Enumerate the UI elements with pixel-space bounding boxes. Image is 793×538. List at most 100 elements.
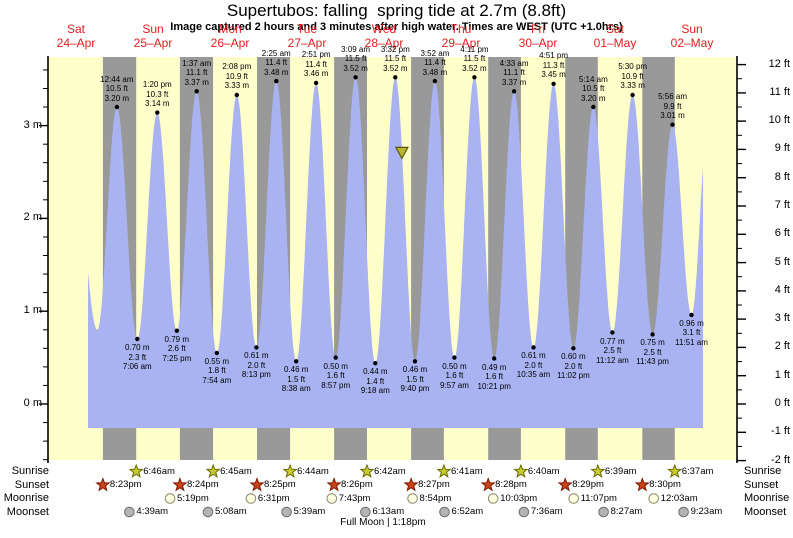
tide-annotation-high: 5:30 pm 10.9 ft 3.33 m	[618, 62, 648, 91]
sunset-time: 8:26pm	[341, 479, 373, 490]
row-label-sunrise-left: Sunrise	[11, 465, 49, 477]
tide-annotation-high: 5:56 am 9.9 ft 3.01 m	[658, 92, 687, 121]
moonset-time: 7:36am	[530, 506, 563, 517]
day-label: Thu 29–Apr	[441, 22, 481, 50]
tide-extreme-dot	[333, 355, 338, 360]
tide-annotation-high: 1:37 am 11.1 ft 3.37 m	[182, 58, 212, 87]
tide-annotation-high: 4:51 pm 11.3 ft 3.45 m	[539, 51, 568, 80]
tide-annotation-high: 3:32 pm 11.5 ft 3.52 m	[380, 44, 410, 73]
y-axis-label-right: 3 ft	[774, 312, 790, 325]
sunrise-time: 6:37am	[681, 465, 714, 477]
tide-annotation-high: 5:14 am 10.5 ft 3.20 m	[578, 74, 608, 103]
sunset-icon	[480, 477, 496, 492]
y-axis-label-right: 8 ft	[774, 170, 790, 183]
day-label: Sun 25–Apr	[133, 22, 173, 50]
sunrise-icon	[359, 463, 375, 478]
tide-extreme-dot	[294, 359, 299, 364]
moonrise-icon	[245, 493, 257, 504]
y-axis-label-right: -2 ft	[771, 453, 790, 466]
tide-extreme-dot	[452, 355, 457, 360]
tide-annotation-low: 0.55 m 1.8 ft 7:54 am	[202, 356, 232, 385]
tide-annotation-low: 0.77 m 2.5 ft 11:12 am	[596, 336, 629, 365]
moonset-icon	[360, 506, 371, 518]
y-axis-label-right: 6 ft	[774, 227, 790, 240]
moonrise-icon	[164, 493, 176, 504]
moonrise-time: 6:31pm	[257, 492, 290, 504]
sunrise-icon	[205, 463, 221, 478]
day-label: Sat 24–Apr	[56, 22, 96, 50]
tide-extreme-dot	[194, 89, 199, 94]
tide-extreme-dot	[630, 92, 635, 98]
tide-annotation-low: 0.49 m 1.6 ft 10:21 pm	[477, 362, 511, 391]
day-label: Tue 27–Apr	[287, 22, 327, 50]
moonset-time: 6:52am	[451, 506, 484, 517]
y-axis-label-left: 3 m	[23, 118, 42, 131]
y-axis-label-right: 0 ft	[774, 397, 790, 409]
sunrise-icon	[436, 463, 452, 478]
chart-subtitle: Image captured 2 hours and 3 minutes aft…	[170, 21, 623, 33]
tide-annotation-low: 0.46 m 1.5 ft 8:38 am	[281, 365, 311, 394]
tide-extreme-dot	[373, 361, 378, 366]
sunrise-icon	[667, 463, 683, 478]
day-label: Sat 01–May	[593, 22, 637, 50]
sunset-icon	[172, 477, 188, 492]
sunset-icon	[403, 477, 419, 492]
row-label-sunset-left: Sunset	[14, 478, 49, 491]
sunset-icon	[326, 477, 342, 492]
tide-extreme-dot	[511, 89, 517, 94]
moonset-icon	[598, 506, 609, 518]
sunrise-time: 6:39am	[604, 465, 637, 477]
tide-extreme-dot	[313, 80, 319, 86]
day-label: Wed 28–Apr	[364, 22, 404, 50]
moonrise-time: 8:54pm	[419, 492, 452, 504]
tide-extreme-dot	[689, 312, 694, 318]
moonset-icon	[124, 506, 135, 518]
sunset-icon	[634, 477, 650, 492]
tide-extreme-dot	[571, 346, 576, 351]
sunrise-time: 6:45am	[220, 465, 252, 477]
row-label-moonrise-right: Moonrise	[744, 492, 790, 504]
moonset-time: 8:27am	[610, 506, 643, 517]
tide-extreme-dot	[551, 81, 556, 87]
tide-extreme-dot	[412, 359, 418, 364]
tide-extreme-dot	[591, 104, 596, 110]
moonrise-time: 5:19pm	[177, 492, 209, 504]
sunset-time: 8:25pm	[264, 479, 296, 490]
tide-annotation-high: 4:11 pm 11.5 ft 3.52 m	[460, 44, 489, 73]
moonset-icon	[281, 506, 292, 518]
sunrise-icon	[128, 463, 144, 478]
y-axis-label-right: 2 ft	[774, 340, 790, 353]
day-label: Sun 02–May	[670, 22, 714, 50]
tide-annotation-low: 0.96 m 3.1 ft 11:51 am	[675, 318, 708, 347]
tide-annotation-high: 2:51 pm 11.4 ft 3.46 m	[301, 50, 331, 79]
moonset-icon	[202, 506, 214, 518]
sunset-icon	[249, 477, 265, 492]
tide-extreme-dot	[393, 75, 398, 80]
y-axis-label-left: 1 m	[23, 304, 42, 317]
tide-extreme-dot	[135, 336, 140, 342]
moonrise-icon	[326, 493, 338, 504]
tide-extreme-dot	[472, 75, 477, 80]
tide-annotation-low: 0.61 m 2.0 ft 8:13 pm	[241, 351, 271, 380]
sunrise-icon	[282, 463, 298, 478]
sunrise-icon	[513, 463, 529, 478]
sunrise-time: 6:46am	[143, 465, 175, 477]
moonset-icon	[678, 506, 689, 518]
moonrise-icon	[407, 493, 418, 504]
full-moon-note: Full Moon | 1:18pm	[340, 517, 426, 528]
y-axis-label-left: 2 m	[23, 211, 42, 224]
day-label: Mon 26–Apr	[210, 22, 250, 50]
row-label-moonset-right: Moonset	[744, 505, 787, 518]
sunrise-time: 6:42am	[373, 465, 406, 477]
moonrise-icon	[487, 493, 499, 504]
y-axis-label-right: 1 ft	[774, 368, 790, 381]
sunset-time: 8:27pm	[418, 479, 450, 490]
sunset-icon	[95, 477, 111, 492]
sunset-time: 8:28pm	[495, 479, 527, 490]
sunset-time: 8:23pm	[109, 479, 142, 490]
tide-extreme-dot	[650, 332, 655, 337]
y-axis-label-right: 4 ft	[774, 283, 790, 296]
sunrise-time: 6:44am	[297, 465, 329, 477]
